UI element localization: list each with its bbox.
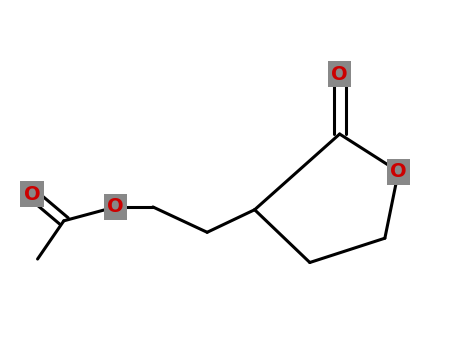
Text: O: O [390, 162, 407, 181]
Text: O: O [24, 184, 40, 204]
Text: O: O [107, 197, 124, 216]
Text: O: O [331, 65, 348, 84]
